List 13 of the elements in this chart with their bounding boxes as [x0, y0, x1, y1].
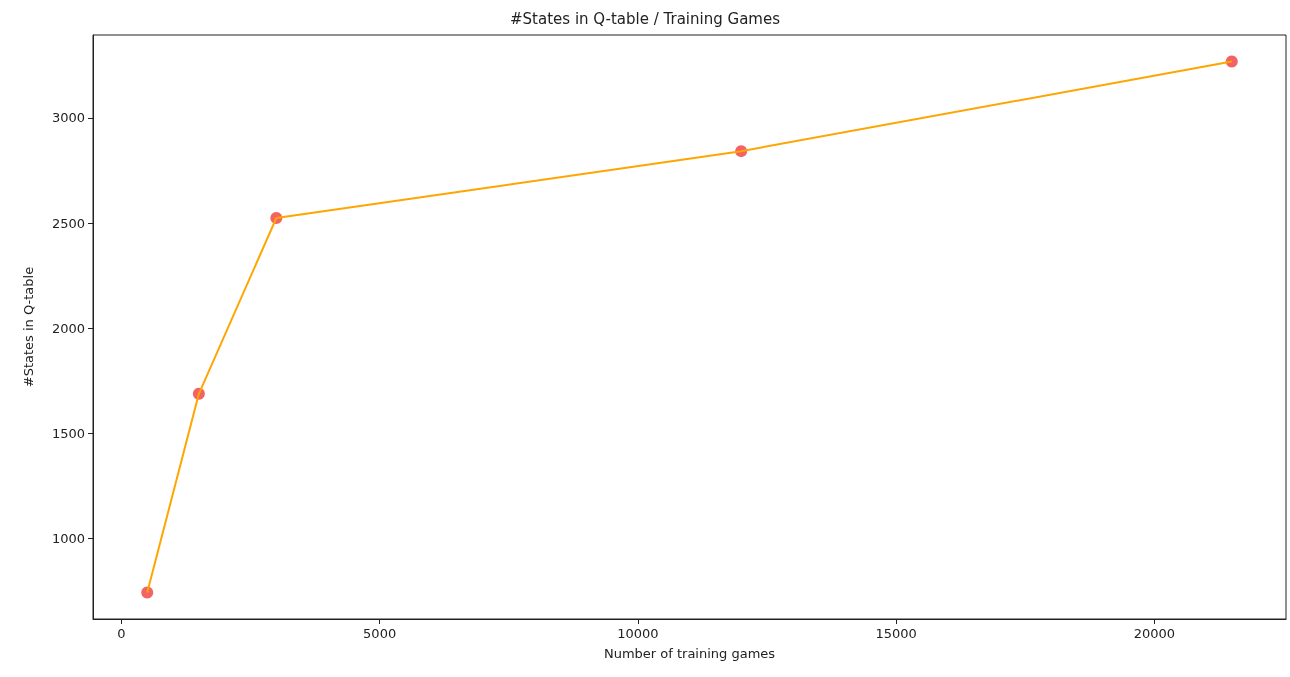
y-axis-title: #States in Q-table — [21, 266, 36, 388]
y-tick-label: 3000 — [51, 110, 85, 126]
x-tick-label: 10000 — [617, 626, 659, 641]
chart-title: #States in Q-table / Training Games — [510, 9, 781, 28]
y-tick-label: 1000 — [51, 530, 85, 546]
x-tick-label: 15000 — [875, 626, 917, 641]
y-tick-label: 1500 — [51, 425, 85, 441]
x-tick-label: 5000 — [363, 626, 397, 641]
x-tick-label: 20000 — [1133, 626, 1175, 641]
x-axis-title: Number of training games — [603, 646, 776, 661]
y-tick-label: 2000 — [51, 320, 85, 336]
x-tick-label: 0 — [117, 626, 126, 641]
y-tick-label: 2500 — [51, 215, 85, 231]
